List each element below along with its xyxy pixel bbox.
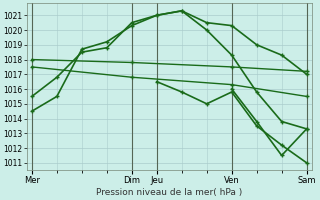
X-axis label: Pression niveau de la mer( hPa ): Pression niveau de la mer( hPa )	[96, 188, 242, 197]
